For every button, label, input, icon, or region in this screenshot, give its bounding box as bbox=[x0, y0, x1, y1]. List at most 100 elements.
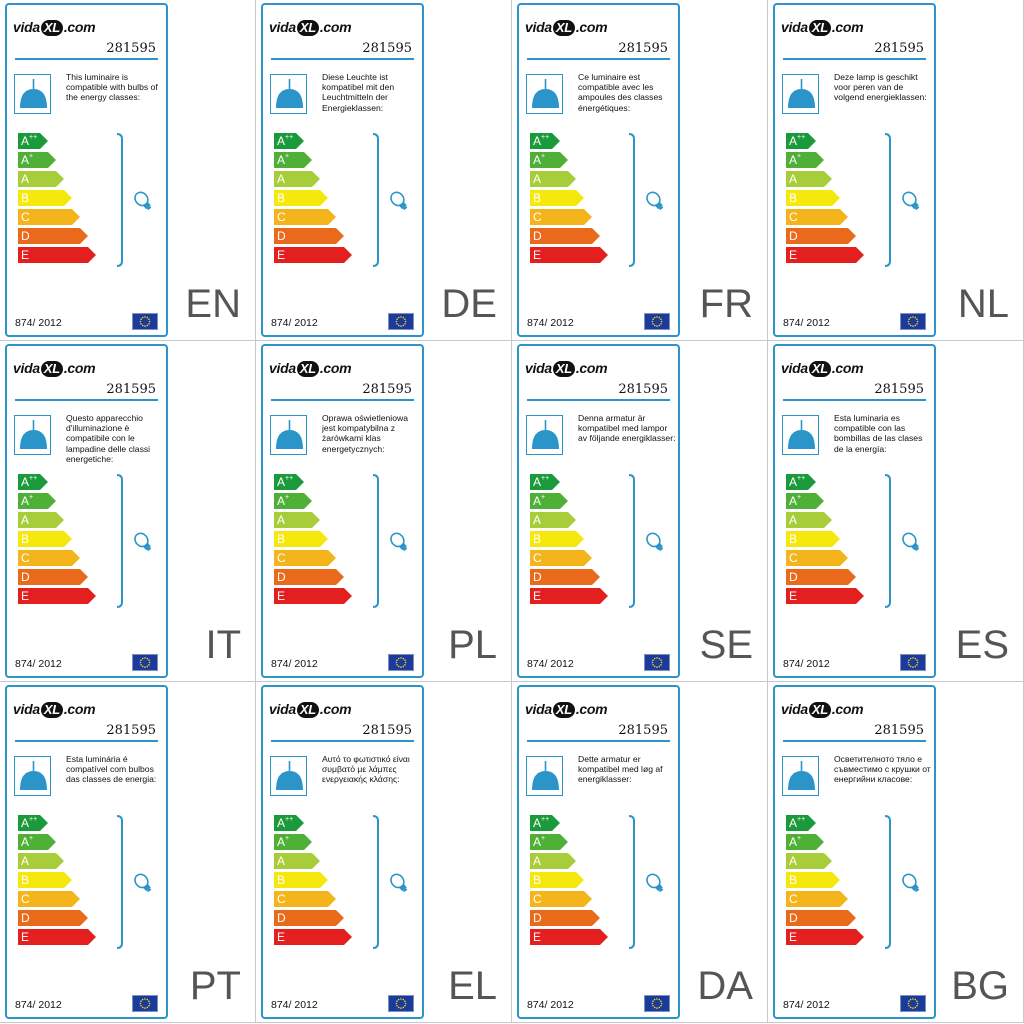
energy-class-arrow: E bbox=[274, 929, 352, 945]
eu-star bbox=[400, 325, 402, 327]
eu-star bbox=[916, 1005, 918, 1007]
language-code: NL bbox=[957, 282, 1009, 326]
energy-class-scale: A++ A+ A B C D E bbox=[18, 133, 96, 266]
eu-star bbox=[912, 657, 914, 659]
energy-class-arrow: A+ bbox=[530, 152, 568, 168]
eu-star bbox=[660, 661, 663, 664]
energy-label-card: vida XL .com 281595 Diese Leuchte ist komp… bbox=[261, 3, 424, 337]
energy-class-arrow: B bbox=[530, 190, 584, 206]
language-code: PL bbox=[448, 623, 497, 667]
energy-class-scale: A++ A+ A B C D E bbox=[530, 474, 608, 607]
eu-star bbox=[148, 1005, 150, 1007]
energy-class-letter: A bbox=[21, 513, 30, 527]
energy-class-letter: B bbox=[533, 873, 542, 887]
divider bbox=[271, 58, 414, 60]
energy-class-scale: A++ A+ A B C D E bbox=[274, 133, 352, 266]
lightbulb-icon bbox=[390, 532, 408, 552]
eu-star bbox=[653, 324, 656, 327]
energy-class-letter: D bbox=[21, 570, 30, 584]
energy-class-suffix: ++ bbox=[541, 134, 550, 141]
energy-class-letter: D bbox=[277, 229, 286, 243]
eu-star bbox=[396, 664, 398, 666]
energy-class-suffix: + bbox=[285, 494, 290, 501]
energy-class-scale: A++ A+ A B C D E bbox=[530, 133, 608, 266]
energy-label-card: vida XL .com 281595 Oprawa oświetleniowa j… bbox=[261, 344, 424, 678]
energy-label-card: vida XL .com 281595 Осветителното тяло е с… bbox=[773, 685, 936, 1019]
eu-star bbox=[148, 1000, 150, 1002]
regulation-number: 874/ 2012 bbox=[15, 658, 62, 670]
eu-star bbox=[907, 661, 910, 664]
energy-class-arrow: D bbox=[274, 910, 344, 926]
eu-star bbox=[148, 323, 150, 325]
eu-flag-icon bbox=[900, 313, 926, 330]
language-code: SE bbox=[699, 623, 753, 667]
language-code: IT bbox=[205, 623, 241, 667]
energy-class-letter: E bbox=[533, 248, 542, 262]
energy-class-arrow: D bbox=[18, 910, 88, 926]
energy-class-arrow: A+ bbox=[18, 493, 56, 509]
energy-class-letter: A bbox=[789, 835, 798, 849]
eu-flag-icon bbox=[132, 313, 158, 330]
language-panel-fr: vida XL .com 281595 Ce luminaire est compa… bbox=[512, 0, 768, 341]
eu-star bbox=[916, 664, 918, 666]
energy-class-letter: A bbox=[789, 172, 798, 186]
energy-class-letter: B bbox=[277, 532, 286, 546]
energy-class-suffix: ++ bbox=[285, 134, 294, 141]
energy-class-arrow: D bbox=[274, 569, 344, 585]
eu-star bbox=[912, 325, 914, 327]
eu-star bbox=[914, 324, 917, 327]
energy-class-arrow: C bbox=[530, 891, 592, 907]
eu-star bbox=[660, 318, 662, 320]
eu-star bbox=[395, 661, 398, 664]
compatibility-text: Denna armatur är kompatibel med lampor a… bbox=[578, 413, 676, 444]
eu-star bbox=[140, 659, 142, 661]
language-code: PT bbox=[189, 964, 241, 1008]
eu-star bbox=[916, 659, 918, 661]
eu-star bbox=[397, 1006, 400, 1009]
energy-class-letter: A bbox=[277, 854, 286, 868]
energy-class-letter: A bbox=[789, 134, 798, 148]
eu-star bbox=[397, 998, 400, 1001]
energy-class-arrow: C bbox=[274, 550, 336, 566]
eu-star bbox=[912, 316, 914, 318]
eu-star bbox=[402, 657, 405, 660]
energy-class-letter: A bbox=[277, 134, 286, 148]
energy-class-letter: B bbox=[21, 191, 30, 205]
eu-star bbox=[916, 661, 919, 664]
eu-star bbox=[148, 659, 150, 661]
energy-class-arrow: E bbox=[530, 929, 608, 945]
article-number: 281595 bbox=[874, 382, 924, 397]
energy-class-arrow: A+ bbox=[274, 152, 312, 168]
energy-class-letter: A bbox=[21, 835, 30, 849]
energy-class-arrow: C bbox=[786, 209, 848, 225]
energy-label-card: vida XL .com 281595 Esta luminária é compa… bbox=[5, 685, 168, 1019]
bracket bbox=[372, 474, 379, 608]
eu-star bbox=[396, 318, 398, 320]
energy-class-suffix: ++ bbox=[541, 816, 550, 823]
regulation-number: 874/ 2012 bbox=[527, 658, 574, 670]
eu-flag-icon bbox=[900, 654, 926, 671]
eu-star bbox=[395, 1002, 398, 1005]
lightbulb-icon bbox=[646, 191, 664, 211]
energy-class-letter: E bbox=[533, 589, 542, 603]
eu-star bbox=[907, 320, 910, 323]
language-panel-it: vida XL .com 281595 Questo apparecchio d'i… bbox=[0, 341, 256, 682]
energy-class-letter: A bbox=[789, 475, 798, 489]
divider bbox=[783, 58, 926, 60]
language-code: FR bbox=[699, 282, 753, 326]
energy-class-arrow: A bbox=[18, 853, 64, 869]
energy-class-letter: E bbox=[789, 589, 798, 603]
energy-class-letter: B bbox=[789, 873, 798, 887]
eu-star bbox=[141, 665, 144, 668]
compatibility-text: Diese Leuchte ist kompatibel mit den Leu… bbox=[322, 72, 395, 113]
eu-star bbox=[653, 1006, 656, 1009]
energy-class-arrow: B bbox=[274, 872, 328, 888]
eu-star bbox=[909, 324, 912, 327]
energy-class-arrow: C bbox=[786, 550, 848, 566]
energy-class-letter: A bbox=[533, 513, 542, 527]
lightbulb-icon bbox=[134, 532, 152, 552]
eu-star bbox=[660, 320, 663, 323]
eu-star bbox=[912, 998, 914, 1000]
eu-star bbox=[912, 666, 914, 668]
eu-star bbox=[914, 1006, 917, 1009]
